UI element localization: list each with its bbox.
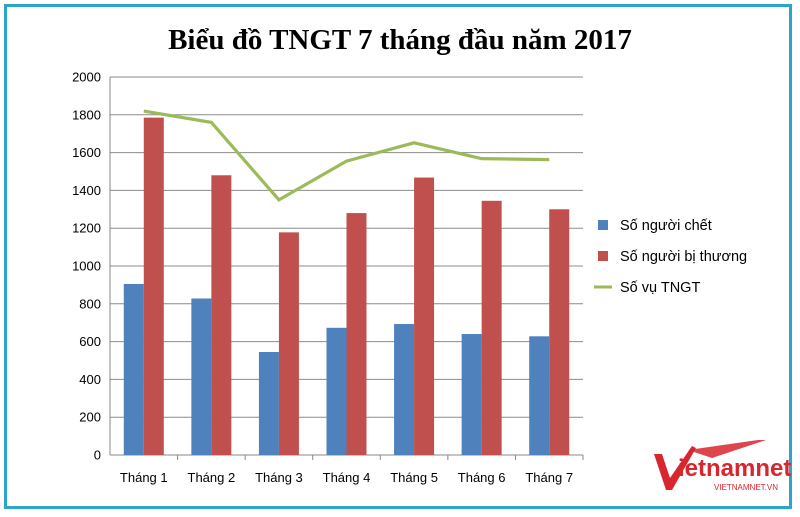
y-tick-label: 200 xyxy=(79,410,101,425)
y-tick-label: 1000 xyxy=(72,259,101,274)
legend-swatch xyxy=(598,220,608,230)
bar xyxy=(278,232,299,455)
vietnamnet-logo: ietnamnet VIETNAMNET.VN xyxy=(654,440,791,492)
bar xyxy=(258,351,279,455)
logo-swoosh xyxy=(688,440,766,458)
series-line xyxy=(143,109,550,202)
y-tick-label: 1400 xyxy=(72,183,101,198)
y-tick-label: 2000 xyxy=(72,70,101,85)
logo-text: ietnamnet xyxy=(678,455,791,482)
bar xyxy=(191,298,212,455)
x-tick-label: Tháng 6 xyxy=(458,470,506,485)
bar xyxy=(461,334,482,455)
bar xyxy=(414,177,435,455)
bar xyxy=(549,209,570,455)
bar xyxy=(143,117,164,455)
bar xyxy=(529,336,550,455)
x-tick-label: Tháng 1 xyxy=(120,470,168,485)
y-tick-label: 800 xyxy=(79,296,101,311)
bar xyxy=(123,283,144,455)
logo-v-mark xyxy=(654,446,696,490)
legend-label: Số vụ TNGT xyxy=(620,280,700,296)
y-tick-label: 1800 xyxy=(72,107,101,122)
x-tick-label: Tháng 5 xyxy=(390,470,438,485)
bar xyxy=(211,175,232,455)
legend-label: Số người chết xyxy=(620,218,712,234)
y-tick-label: 400 xyxy=(79,372,101,387)
x-tick-label: Tháng 3 xyxy=(255,470,303,485)
legend-swatch xyxy=(598,251,608,261)
x-tick-label: Tháng 2 xyxy=(188,470,236,485)
bar xyxy=(346,213,367,455)
bar xyxy=(326,327,347,455)
chart-title: Biểu đồ TNGT 7 tháng đầu năm 2017 xyxy=(168,24,632,56)
bar xyxy=(394,324,415,455)
logo-subtext: VIETNAMNET.VN xyxy=(714,483,778,492)
x-tick-label: Tháng 7 xyxy=(525,470,573,485)
x-tick-label: Tháng 4 xyxy=(323,470,371,485)
bar xyxy=(481,200,502,455)
legend-label: Số người bị thương xyxy=(620,249,747,265)
y-tick-label: 1200 xyxy=(72,221,101,236)
y-tick-label: 0 xyxy=(94,448,101,463)
y-tick-label: 1600 xyxy=(72,145,101,160)
y-tick-label: 600 xyxy=(79,334,101,349)
